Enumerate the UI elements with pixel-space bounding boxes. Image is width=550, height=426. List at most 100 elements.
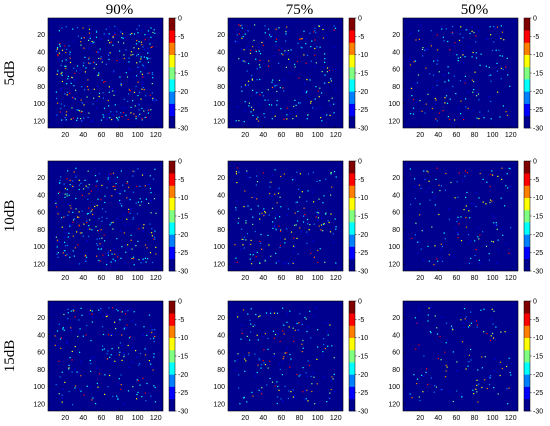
heatmap-point [86, 86, 89, 88]
heatmap-point [507, 74, 509, 76]
heatmap-point [60, 337, 62, 339]
heatmap-point [319, 248, 321, 250]
colorbar: 0-5-10-15-20-25-30 [168, 16, 188, 133]
x-tick-label: 80 [296, 275, 304, 282]
heatmap-point [73, 85, 75, 87]
heatmap-point [55, 236, 57, 238]
heatmap-point [63, 313, 65, 316]
heatmap-point [411, 397, 413, 399]
heatmap-point [499, 55, 501, 57]
heatmap-point [142, 81, 144, 83]
heatmap-point [151, 46, 154, 48]
heatmap-point [325, 178, 327, 180]
heatmap-point [276, 90, 278, 93]
heatmap-point [135, 85, 137, 88]
heatmap-point [297, 42, 299, 44]
heatmap-point [61, 226, 63, 228]
heatmap-point [117, 218, 119, 220]
heatmap-point [259, 359, 261, 361]
heatmap-point [114, 185, 116, 187]
heatmap-point [268, 60, 270, 62]
axes-frame [402, 160, 519, 272]
heatmap-point [110, 334, 112, 336]
heatmap-point [279, 216, 281, 218]
heatmap-panel: 20 40 60 80 100 120204060801001200-5-10-15-20… [388, 299, 543, 423]
heatmap-point [95, 107, 98, 109]
heatmap-point [490, 80, 492, 82]
heatmap-point [96, 204, 98, 207]
heatmap-point [443, 40, 445, 42]
heatmap-point [142, 260, 144, 262]
heatmap-point [82, 335, 84, 337]
heatmap-point [423, 355, 425, 357]
heatmap-point [154, 230, 156, 232]
heatmap-point [66, 94, 68, 96]
heatmap-point [285, 40, 287, 42]
colorbar-tick-label: -10 [178, 335, 188, 342]
heatmap-point [279, 247, 281, 249]
colorbar-tick-label: -30 [358, 126, 368, 133]
heatmap-point [492, 332, 494, 335]
heatmap-point [78, 188, 80, 191]
heatmap-point [436, 258, 438, 260]
heatmap-point [300, 38, 302, 40]
heatmap-point [286, 114, 288, 116]
heatmap-point [65, 232, 67, 234]
heatmap-point [153, 333, 155, 335]
heatmap-point [452, 85, 454, 87]
heatmap-point [317, 212, 320, 214]
heatmap-point [317, 346, 319, 348]
heatmap-point [416, 378, 419, 380]
heatmap-point [79, 68, 81, 70]
heatmap-point [292, 327, 294, 329]
heatmap-point [488, 96, 490, 98]
heatmap-point [59, 182, 61, 184]
heatmap-point [469, 217, 471, 219]
heatmap-point [114, 321, 116, 323]
heatmap-point [89, 36, 91, 38]
heatmap-point [259, 240, 261, 242]
heatmap-point [241, 48, 243, 50]
heatmap-point [64, 193, 66, 195]
heatmap-point [133, 113, 135, 115]
heatmap-point [66, 48, 68, 50]
heatmap-point [64, 250, 66, 252]
colorbar-tick-label: -30 [178, 126, 188, 133]
heatmap-point [117, 119, 119, 121]
heatmap-point [244, 101, 246, 103]
heatmap-point [135, 350, 137, 352]
y-tick-label: 20 [217, 32, 225, 39]
heatmap-point [120, 388, 122, 390]
heatmap-point [104, 114, 106, 117]
heatmap-point [304, 83, 306, 85]
heatmap-point [74, 385, 77, 387]
heatmap-point [456, 361, 458, 363]
heatmap-point [55, 202, 57, 204]
heatmap-point [77, 244, 79, 246]
heatmap-point [150, 192, 152, 194]
heatmap-point [465, 205, 467, 207]
heatmap-point [90, 370, 92, 372]
heatmap-point [457, 60, 459, 62]
heatmap-point [506, 365, 508, 368]
heatmap-point [243, 236, 246, 238]
heatmap-point [294, 66, 296, 68]
heatmap-point [500, 331, 502, 333]
colorbar: 0-5-10-15-20-25-30 [348, 299, 368, 416]
heatmap-point [447, 40, 449, 43]
heatmap-point [124, 108, 126, 110]
heatmap-point [260, 363, 263, 366]
heatmap-point [152, 97, 154, 99]
y-tick-label: 80 [392, 227, 400, 234]
heatmap-point [130, 234, 132, 236]
heatmap-point [140, 71, 142, 73]
heatmap-point [84, 255, 86, 257]
axes-frame [47, 17, 164, 129]
heatmap-point [422, 229, 424, 231]
heatmap-point [57, 256, 59, 258]
heatmap-point [72, 221, 74, 223]
heatmap-point [502, 105, 504, 107]
heatmap-point [123, 98, 125, 100]
heatmap-point [303, 399, 305, 401]
heatmap-point [124, 36, 126, 39]
